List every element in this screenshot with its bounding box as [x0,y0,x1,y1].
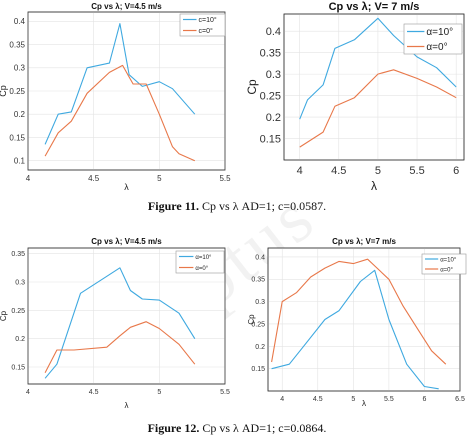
x-tick-label: 4 [297,165,303,177]
chart-fig12-left: 4 4.5 5 5.5 0.15 0.2 0.25 0.3 0.35 Cp vs λ; V=4.5… [0,236,240,416]
caption-text: Cp vs λ AD=1; c=0.0587. [199,199,327,213]
caption-text: Cp vs λ AD=1; c=0.0864. [199,421,327,435]
y-tick-label: 0.3 [266,69,281,81]
y-tick-label: 0.35 [9,40,25,49]
y-tick-label: 0.2 [266,112,281,124]
series-line [299,17,457,120]
x-tick-label: 4.5 [88,174,100,183]
x-axis-label: λ [125,401,129,410]
legend-label: α=0° [426,42,447,53]
chart-title: Cp vs λ; V=7 m/s [332,237,396,246]
x-tick-label: 6 [453,165,459,177]
chart-title: Cp vs λ; V=4.5 m/s [91,2,162,11]
x-tick-label: 5.5 [220,389,230,396]
y-axis-label: Cp [247,314,256,325]
series-line [299,69,457,148]
x-tick-label: 6 [422,396,426,403]
chart-svg: 4 4.5 5 5.5 6 0.15 0.2 0.25 0.3 0.35 0.4 Cp vs λ; V… [245,1,465,193]
x-tick-label: 5 [375,165,381,177]
y-tick-label: 0.4 [14,17,26,26]
legend-box [403,23,463,55]
legend-label: c=0° [199,27,213,35]
chart-fig11-right: 4 4.5 5 5.5 6 0.15 0.2 0.25 0.3 0.35 0.4 Cp vs λ; V… [244,0,472,195]
y-tick-label: 0.2 [255,344,265,351]
y-tick-label: 0.4 [266,26,281,38]
y-tick-label: 0.2 [14,110,26,119]
chart-title: Cp vs λ; V=4.5 m/s [91,237,162,246]
y-tick-label: 0.35 [11,251,25,258]
figure-12-caption: Figure 12. Cp vs λ AD=1; c=0.0864. [0,421,474,436]
y-tick-label: 0.15 [251,366,265,373]
y-tick-label: 0.35 [260,47,281,59]
series-line [271,258,447,365]
legend-label: α=0° [195,266,208,272]
y-tick-label: 0.25 [251,321,265,328]
x-tick-label: 5.5 [219,174,231,183]
x-tick-label: 6.5 [455,396,465,403]
legend-label: α=10° [426,27,453,38]
y-axis-label: Cp [0,85,8,97]
legend-label: α=10° [440,257,457,263]
series-line [44,64,196,162]
series-line [44,23,196,145]
chart-svg: 4 4.5 5 5.5 0.15 0.2 0.25 0.3 0.35 Cp vs λ; V=4.5… [0,237,230,410]
caption-label: Figure 11. [147,199,200,213]
y-tick-label: 0.3 [255,299,265,306]
y-tick-label: 0.3 [14,64,26,73]
y-tick-label: 0.1 [14,157,26,166]
x-tick-label: 4.5 [331,165,346,177]
x-tick-label: 4.5 [89,389,99,396]
chart-fig11-left: 4 4.5 5 5.5 0.1 0.15 0.2 0.25 0.3 0.35 0.4 Cp vs λ;… [0,0,240,195]
chart-title: Cp vs λ; V= 7 m/s [329,1,420,13]
plot-frame [27,11,226,171]
y-tick-label: 0.15 [260,133,281,145]
x-axis-label: λ [362,399,366,408]
y-tick-label: 0.25 [260,90,281,102]
plot-frame [27,247,226,385]
chart-svg: 4 4.5 5 5.5 6 6.5 0.15 0.2 0.25 0.3 0.35 0.4 Cp vs λ… [247,237,467,408]
x-tick-label: 5 [157,389,161,396]
x-tick-label: 4.5 [313,396,323,403]
caption-label: Figure 12. [147,421,200,435]
legend-label: α=0° [440,267,453,273]
y-axis-label: Cp [245,79,259,95]
y-tick-label: 0.4 [255,254,265,261]
series-line [44,267,196,379]
y-tick-label: 0.15 [9,133,25,142]
y-axis-label: Cp [0,310,8,321]
y-tick-label: 0.15 [11,364,25,371]
x-tick-label: 5 [157,174,162,183]
x-tick-label: 5.5 [384,396,394,403]
y-tick-label: 0.35 [251,277,265,284]
x-axis-label: λ [371,179,377,193]
series-line [44,321,196,373]
plot-frame [283,13,465,161]
y-tick-label: 0.2 [15,336,25,343]
y-tick-label: 0.25 [9,87,25,96]
chart-fig12-right: 4 4.5 5 5.5 6 6.5 0.15 0.2 0.25 0.3 0.35 0.4 Cp vs λ… [247,236,470,416]
x-tick-label: 5.5 [409,165,424,177]
legend-label: α=10° [195,255,212,261]
y-tick-label: 0.25 [11,308,25,315]
x-tick-label: 5 [351,396,355,403]
x-tick-label: 4 [26,389,30,396]
x-axis-label: λ [124,182,129,192]
chart-svg: 4 4.5 5 5.5 0.1 0.15 0.2 0.25 0.3 0.35 0.4 Cp vs λ;… [0,2,231,192]
x-tick-label: 4 [280,396,284,403]
plot-frame [267,247,461,392]
series-line [271,269,439,390]
x-tick-label: 4 [26,174,31,183]
figure-11-caption: Figure 11. Cp vs λ AD=1; c=0.0587. [0,199,474,214]
y-tick-label: 0.3 [15,279,25,286]
legend-label: c=10° [199,16,217,24]
